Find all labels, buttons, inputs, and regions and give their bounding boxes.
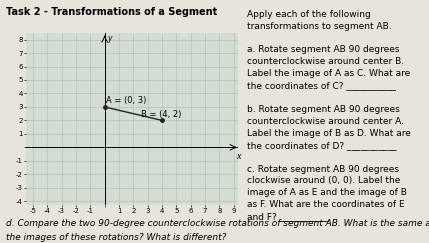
Text: the coordinates of D? ___________: the coordinates of D? ___________ [247,141,396,150]
Text: counterclockwise around center A.: counterclockwise around center A. [247,117,404,126]
Text: Apply each of the following: Apply each of the following [247,10,370,19]
Text: c. Rotate segment AB 90 degrees: c. Rotate segment AB 90 degrees [247,165,399,174]
Text: as F. What are the coordinates of E: as F. What are the coordinates of E [247,200,404,209]
Text: Label the image of A as C. What are: Label the image of A as C. What are [247,69,410,78]
Text: the images of these rotations? What is different?: the images of these rotations? What is d… [6,233,227,242]
Text: and F? ___________: and F? ___________ [247,212,329,221]
Text: clockwise around (0, 0). Label the: clockwise around (0, 0). Label the [247,176,400,185]
Text: the coordinates of C? ___________: the coordinates of C? ___________ [247,81,396,90]
Text: transformations to segment AB.: transformations to segment AB. [247,22,391,31]
Text: image of A as E and the image of B: image of A as E and the image of B [247,188,407,197]
Text: x: x [236,152,240,161]
Text: A = (0, 3): A = (0, 3) [106,96,146,105]
Text: d. Compare the two 90-degree counterclockwise rotations of segment AB. What is t: d. Compare the two 90-degree countercloc… [6,219,429,228]
Text: B = (4, 2): B = (4, 2) [141,110,181,119]
Text: Task 2 - Transformations of a Segment: Task 2 - Transformations of a Segment [6,7,218,17]
Text: Label the image of B as D. What are: Label the image of B as D. What are [247,129,411,138]
Text: counterclockwise around center B.: counterclockwise around center B. [247,57,404,66]
Text: b. Rotate segment AB 90 degrees: b. Rotate segment AB 90 degrees [247,105,399,114]
Text: a. Rotate segment AB 90 degrees: a. Rotate segment AB 90 degrees [247,45,399,54]
Text: y: y [107,34,112,43]
